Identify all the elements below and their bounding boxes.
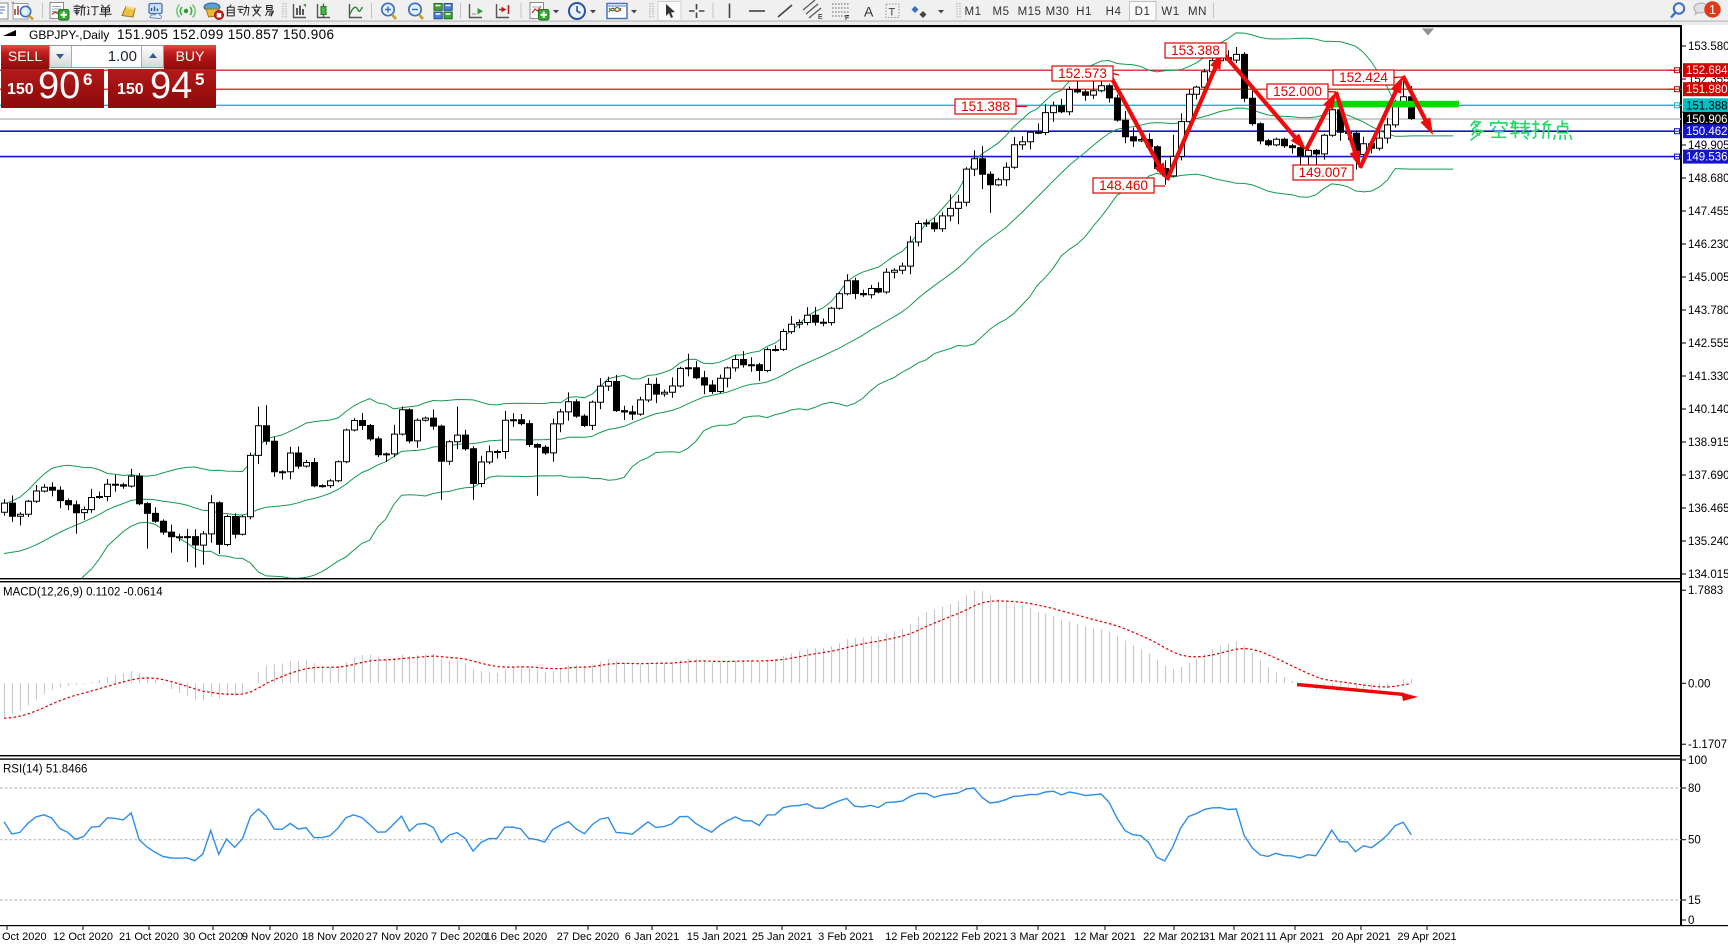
svg-text:150.462: 150.462 bbox=[1686, 126, 1728, 138]
svg-text:6 Jan 2021: 6 Jan 2021 bbox=[625, 931, 679, 943]
svg-text:140.140: 140.140 bbox=[1688, 404, 1728, 416]
svg-text:1: 1 bbox=[1709, 3, 1716, 17]
svg-text:138.915: 138.915 bbox=[1688, 437, 1728, 449]
svg-text:A: A bbox=[864, 4, 874, 20]
svg-text:135.240: 135.240 bbox=[1688, 536, 1728, 548]
svg-text:147.455: 147.455 bbox=[1688, 206, 1728, 218]
svg-text:12 Feb 2021: 12 Feb 2021 bbox=[885, 931, 947, 943]
svg-text:134.015: 134.015 bbox=[1688, 569, 1728, 581]
svg-text:RSI(14) 51.8466: RSI(14) 51.8466 bbox=[3, 764, 87, 776]
svg-text:20 Apr 2021: 20 Apr 2021 bbox=[1331, 931, 1390, 943]
svg-text:MACD(12,26,9) 0.1102 -0.0614: MACD(12,26,9) 0.1102 -0.0614 bbox=[3, 587, 163, 599]
svg-text:H1: H1 bbox=[1076, 6, 1092, 18]
svg-text:149.007: 149.007 bbox=[1299, 165, 1348, 180]
svg-text:11 Apr 2021: 11 Apr 2021 bbox=[1266, 931, 1325, 943]
svg-text:148.680: 148.680 bbox=[1688, 173, 1728, 185]
svg-text:0: 0 bbox=[1688, 915, 1694, 927]
svg-text:21 Oct 2020: 21 Oct 2020 bbox=[119, 931, 179, 943]
svg-text:143.780: 143.780 bbox=[1688, 305, 1728, 317]
svg-text:149.905: 149.905 bbox=[1688, 140, 1728, 152]
svg-text:100: 100 bbox=[1688, 755, 1707, 767]
svg-text:148.460: 148.460 bbox=[1099, 178, 1148, 193]
svg-text:152.573: 152.573 bbox=[1058, 66, 1107, 81]
svg-text:27 Nov 2020: 27 Nov 2020 bbox=[366, 931, 428, 943]
svg-text:GBPJPY-,Daily: GBPJPY-,Daily bbox=[29, 28, 109, 42]
svg-text:M15: M15 bbox=[1018, 6, 1042, 18]
svg-text:151.388: 151.388 bbox=[1686, 100, 1728, 112]
svg-text:18 Nov 2020: 18 Nov 2020 bbox=[302, 931, 364, 943]
svg-text:50: 50 bbox=[1688, 835, 1701, 847]
svg-text:E: E bbox=[818, 14, 823, 21]
svg-text:80: 80 bbox=[1688, 783, 1701, 795]
svg-text:12 Oct 2020: 12 Oct 2020 bbox=[53, 931, 113, 943]
svg-text:136.465: 136.465 bbox=[1688, 503, 1728, 515]
svg-text:146.230: 146.230 bbox=[1688, 239, 1728, 251]
svg-text:22 Feb 2021: 22 Feb 2021 bbox=[946, 931, 1008, 943]
svg-text:150.906: 150.906 bbox=[1686, 114, 1728, 126]
svg-text:151.388: 151.388 bbox=[961, 99, 1010, 114]
svg-text:7 Dec 2020: 7 Dec 2020 bbox=[431, 931, 487, 943]
svg-text:-1.1707: -1.1707 bbox=[1688, 739, 1727, 751]
svg-text:MN: MN bbox=[1188, 6, 1207, 18]
svg-text:141.330: 141.330 bbox=[1688, 371, 1728, 383]
svg-text:M30: M30 bbox=[1046, 6, 1070, 18]
svg-text:151.905 152.099 150.857 150.90: 151.905 152.099 150.857 150.906 bbox=[117, 27, 334, 42]
svg-text:15 Jan 2021: 15 Jan 2021 bbox=[687, 931, 748, 943]
svg-text:W1: W1 bbox=[1161, 6, 1179, 18]
svg-text:12 Mar 2021: 12 Mar 2021 bbox=[1074, 931, 1136, 943]
svg-text:29 Apr 2021: 29 Apr 2021 bbox=[1397, 931, 1456, 943]
svg-text:152.000: 152.000 bbox=[1273, 84, 1322, 99]
svg-text:M1: M1 bbox=[965, 6, 982, 18]
svg-text:3 Feb 2021: 3 Feb 2021 bbox=[818, 931, 874, 943]
svg-text:27 Dec 2020: 27 Dec 2020 bbox=[557, 931, 619, 943]
svg-text:25 Jan 2021: 25 Jan 2021 bbox=[752, 931, 813, 943]
svg-text:151.980: 151.980 bbox=[1686, 84, 1728, 96]
svg-text:3 Mar 2021: 3 Mar 2021 bbox=[1010, 931, 1066, 943]
svg-text:152.684: 152.684 bbox=[1686, 65, 1728, 77]
svg-text:M5: M5 bbox=[993, 6, 1010, 18]
svg-text:152.424: 152.424 bbox=[1339, 70, 1388, 85]
svg-text:F: F bbox=[845, 15, 849, 22]
svg-text:H4: H4 bbox=[1106, 6, 1122, 18]
svg-text:145.005: 145.005 bbox=[1688, 272, 1728, 284]
svg-text:22 Mar 2021: 22 Mar 2021 bbox=[1143, 931, 1205, 943]
svg-text:9 Nov 2020: 9 Nov 2020 bbox=[242, 931, 298, 943]
svg-text:137.690: 137.690 bbox=[1688, 470, 1728, 482]
svg-text:149.536: 149.536 bbox=[1686, 152, 1728, 164]
svg-text:15: 15 bbox=[1688, 895, 1701, 907]
svg-text:0.00: 0.00 bbox=[1688, 678, 1710, 690]
svg-text:D1: D1 bbox=[1135, 6, 1151, 18]
svg-text:30 Oct 2020: 30 Oct 2020 bbox=[183, 931, 243, 943]
svg-text:T: T bbox=[889, 7, 896, 19]
svg-text:153.580: 153.580 bbox=[1688, 41, 1728, 53]
svg-text:31 Mar 2021: 31 Mar 2021 bbox=[1203, 931, 1265, 943]
svg-text:142.555: 142.555 bbox=[1688, 338, 1728, 350]
svg-text:153.388: 153.388 bbox=[1171, 43, 1220, 58]
svg-text:1.7883: 1.7883 bbox=[1688, 585, 1723, 597]
svg-text:Oct 2020: Oct 2020 bbox=[2, 931, 47, 943]
svg-text:16 Dec 2020: 16 Dec 2020 bbox=[485, 931, 547, 943]
